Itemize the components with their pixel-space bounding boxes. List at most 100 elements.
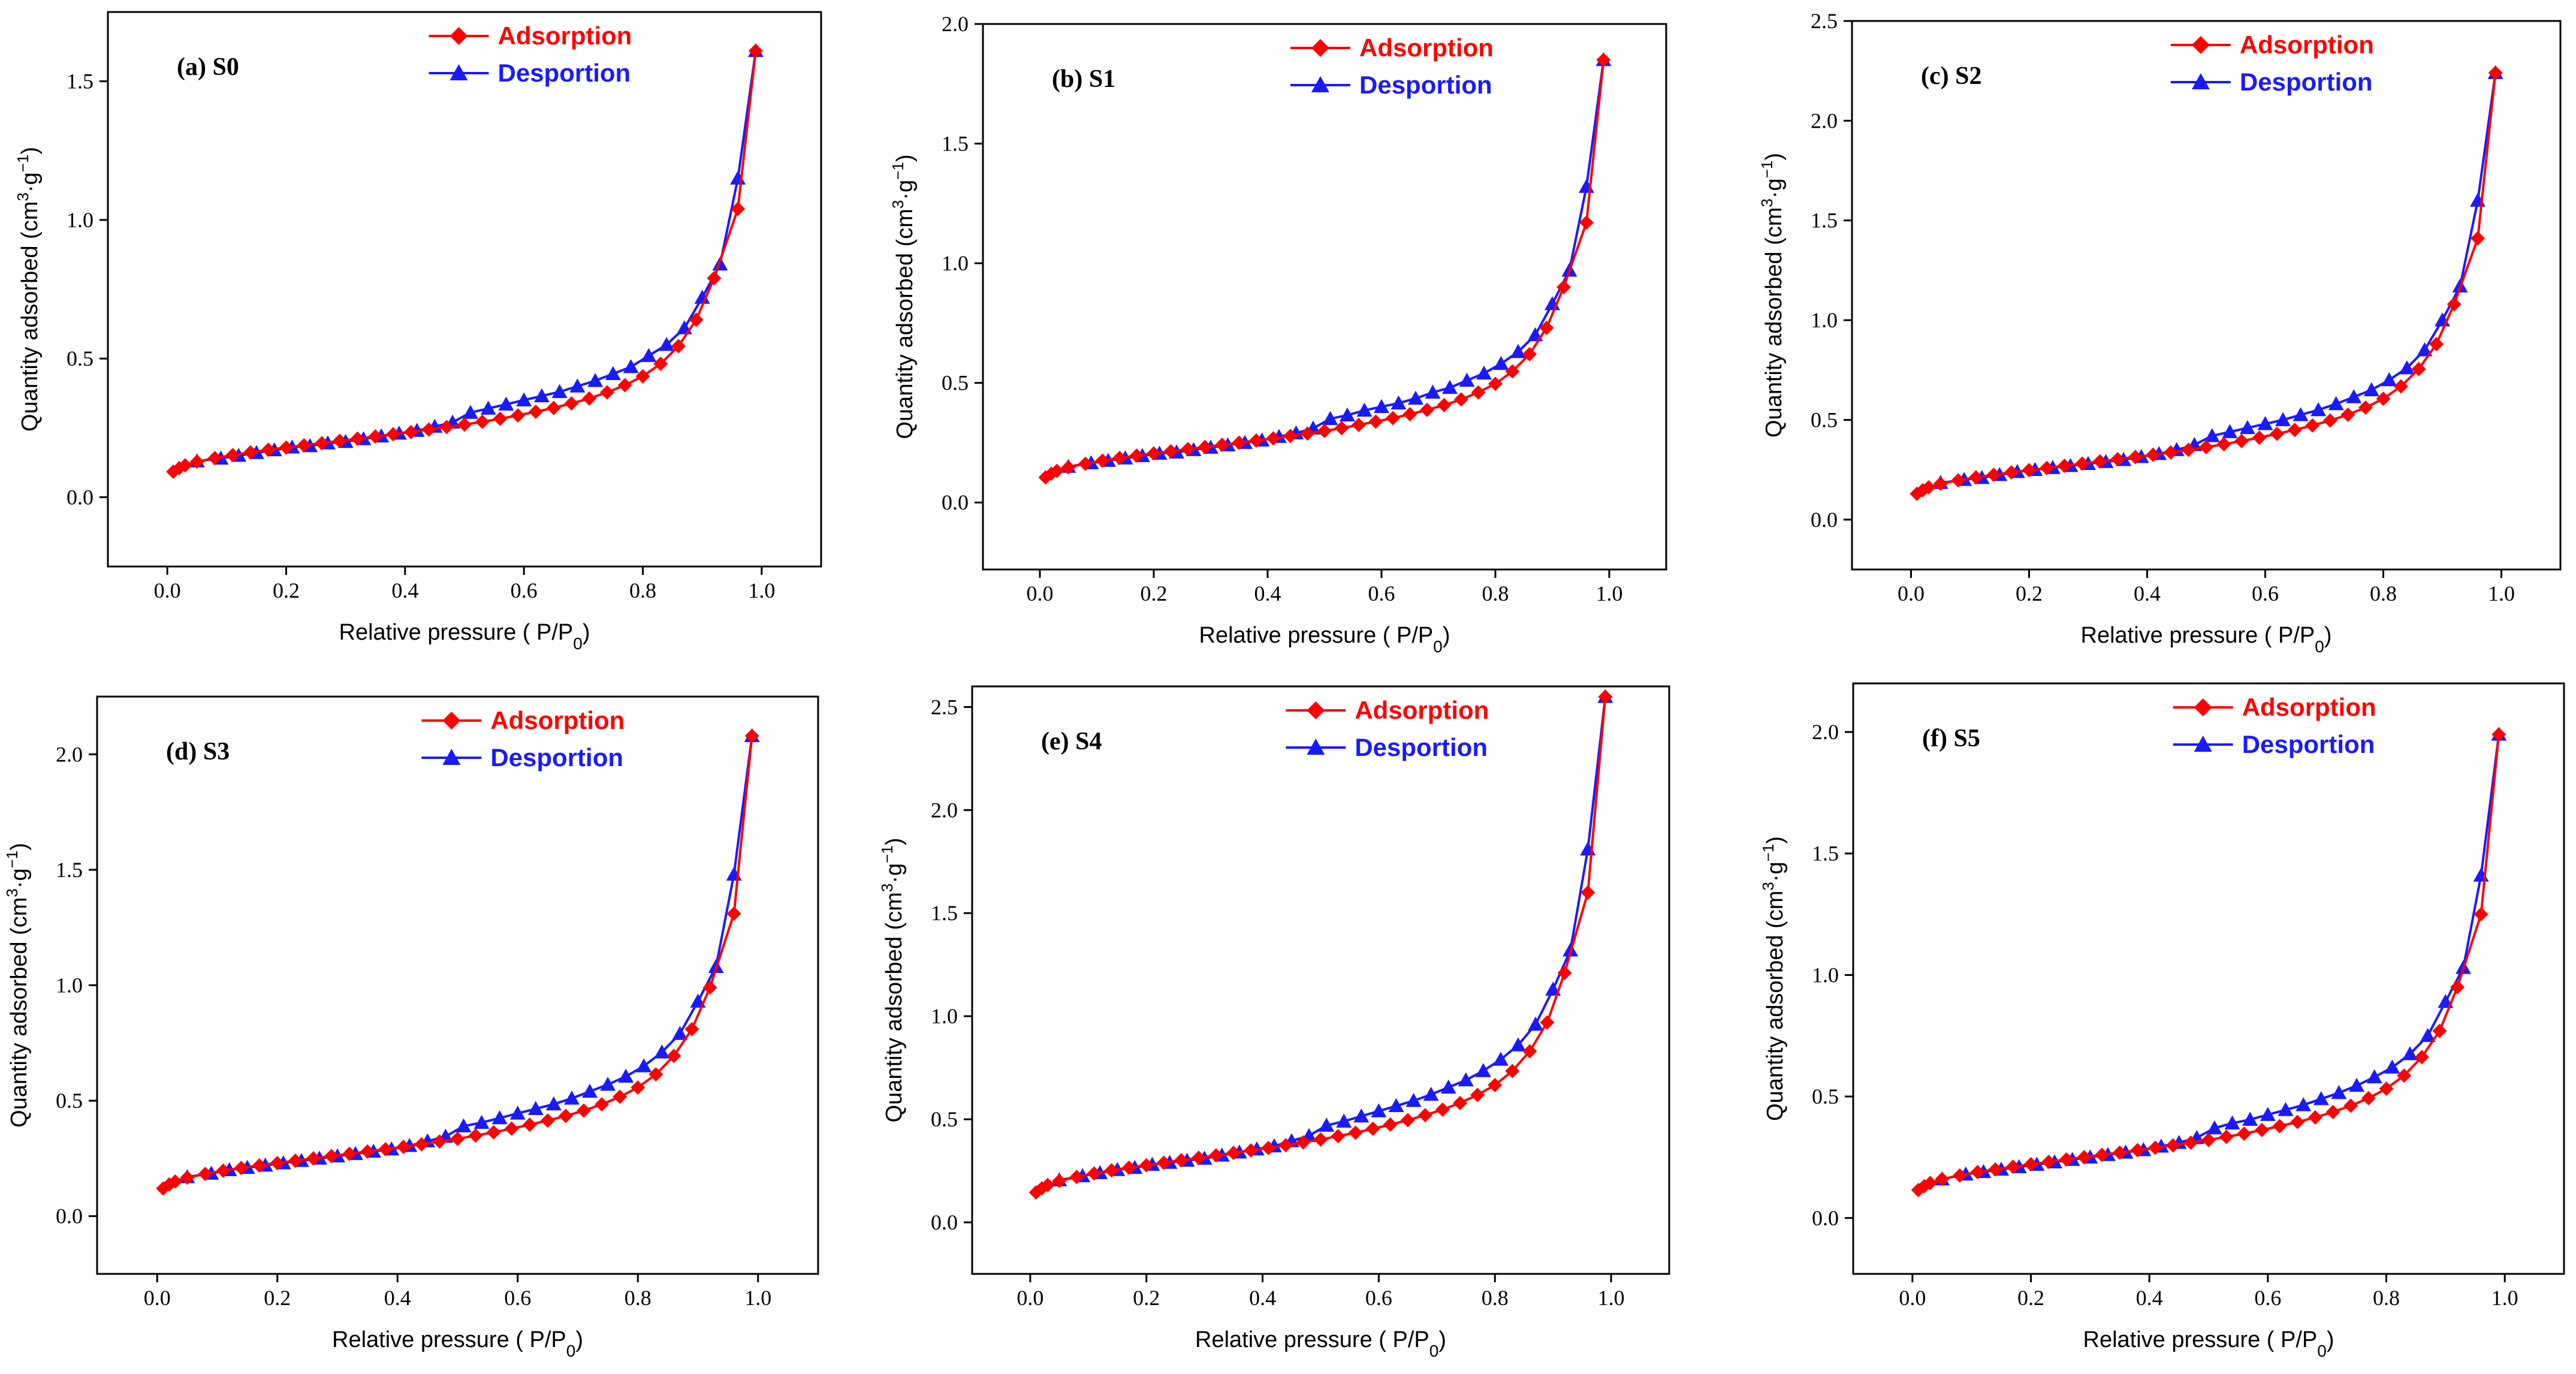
desorption-point (2206, 1120, 2222, 1135)
desorption-point (527, 1101, 544, 1115)
desorption-point (582, 1083, 598, 1098)
adsorption-point (1470, 1087, 1485, 1102)
adsorption-point (744, 728, 759, 743)
legend-marker-desorption (1311, 76, 1329, 92)
adsorption-point (450, 1131, 465, 1146)
desorption-line (197, 50, 757, 463)
adsorption-point (2270, 426, 2285, 441)
adsorption-point (1505, 1063, 1520, 1078)
adsorption-point (1596, 52, 1611, 67)
adsorption-point (726, 906, 741, 921)
desorption-point (2278, 1102, 2294, 1116)
adsorption-point (297, 438, 312, 453)
y-tick-label: 0.5 (931, 1107, 958, 1131)
x-tick-label: 0.6 (2254, 1286, 2281, 1310)
adsorption-point (2234, 433, 2249, 448)
legend-label-adsorption: Adsorption (2240, 31, 2374, 59)
adsorption-point (1121, 1160, 1136, 1175)
adsorption-point (288, 1153, 303, 1168)
desorption-point (1528, 1016, 1544, 1031)
adsorption-point (1052, 1173, 1067, 1188)
adsorption-point (396, 1140, 411, 1155)
adsorption-point (2447, 297, 2462, 312)
adsorption-point (1283, 429, 1298, 444)
adsorption-point (457, 417, 472, 432)
desorption-line (1941, 734, 2500, 1180)
adsorption-point (2148, 1140, 2163, 1155)
y-axis-title: Quantity adsorbed (cm3·g−1) (1758, 153, 1787, 438)
x-tick-label: 0.2 (2017, 1286, 2044, 1310)
adsorption-point (2219, 1129, 2234, 1144)
y-tick-label: 1.0 (56, 974, 83, 998)
legend-label-adsorption: Adsorption (490, 706, 625, 734)
x-axis-title: Relative pressure ( P/P0) (339, 620, 590, 653)
adsorption-point (207, 451, 222, 466)
y-tick-label: 1.0 (1812, 963, 1839, 987)
desorption-point (1371, 1103, 1387, 1117)
adsorption-point (2004, 465, 2019, 480)
adsorption-point (1313, 1132, 1328, 1147)
adsorption-point (2075, 456, 2090, 471)
desorption-point (1405, 1093, 1422, 1107)
desorption-point (2239, 420, 2255, 435)
adsorption-line (173, 50, 757, 473)
desorption-point (569, 378, 586, 393)
legend-label-adsorption: Adsorption (1355, 696, 1489, 724)
y-tick-label: 0.5 (942, 371, 969, 395)
adsorption-point (522, 1117, 537, 1132)
adsorption-point (1191, 1150, 1206, 1165)
adsorption-point (1488, 376, 1503, 391)
y-tick-label: 1.0 (931, 1004, 958, 1028)
adsorption-point (168, 1174, 183, 1189)
desorption-point (2257, 416, 2273, 430)
plot-frame (971, 685, 1670, 1275)
adsorption-point (368, 429, 383, 444)
desorption-point (2363, 382, 2379, 396)
adsorption-point (1579, 215, 1594, 230)
desorption-point (672, 1026, 688, 1040)
adsorption-point (386, 427, 400, 442)
desorption-point (516, 392, 532, 406)
adsorption-point (1522, 1044, 1537, 1059)
adsorption-point (1598, 689, 1613, 704)
legend-label-desorption: Desportion (498, 59, 631, 87)
adsorption-point (1174, 1153, 1189, 1168)
x-tick-label: 0.8 (2370, 581, 2397, 605)
x-axis-title: Relative pressure ( P/P0) (1199, 623, 1450, 656)
x-axis-title: Relative pressure ( P/P0) (2081, 623, 2332, 656)
legend-marker-desorption (2194, 736, 2212, 752)
x-tick-label: 0.4 (2134, 581, 2161, 605)
adsorption-point (1266, 431, 1281, 446)
desorption-point (1319, 1117, 1335, 1132)
adsorption-point (1400, 1113, 1415, 1128)
desorption-point (2328, 396, 2344, 411)
panel-label: (e) S4 (1041, 728, 1102, 755)
adsorption-point (225, 448, 240, 463)
adsorption-point (2254, 1123, 2269, 1138)
desorption-point (2204, 428, 2220, 442)
adsorption-point (1226, 1146, 1241, 1161)
desorption-point (1476, 365, 1492, 380)
desorption-point (456, 1118, 472, 1132)
adsorption-point (1181, 442, 1195, 457)
desorption-point (2420, 1028, 2436, 1042)
desorption-point (2381, 372, 2397, 387)
adsorption-point (2450, 980, 2465, 995)
x-axis-title: Relative pressure ( P/P0) (1195, 1327, 1446, 1360)
desorption-point (1408, 390, 1423, 405)
x-tick-label: 0.8 (629, 578, 656, 602)
y-tick-label: 0.5 (67, 346, 93, 370)
y-tick-label: 0.5 (1812, 1084, 1839, 1108)
x-tick-label: 0.8 (1482, 581, 1509, 605)
adsorption-point (2237, 1126, 2252, 1141)
adsorption-point (350, 431, 365, 446)
adsorption-point (1933, 476, 1948, 491)
adsorption-point (414, 1137, 429, 1152)
x-tick-label: 0.0 (1899, 1286, 1926, 1310)
adsorption-point (1968, 470, 1983, 485)
legend-label-desorption: Desportion (1355, 733, 1488, 761)
desorption-point (636, 1058, 652, 1072)
adsorption-point (403, 424, 418, 439)
y-tick-label: 2.0 (942, 12, 969, 36)
